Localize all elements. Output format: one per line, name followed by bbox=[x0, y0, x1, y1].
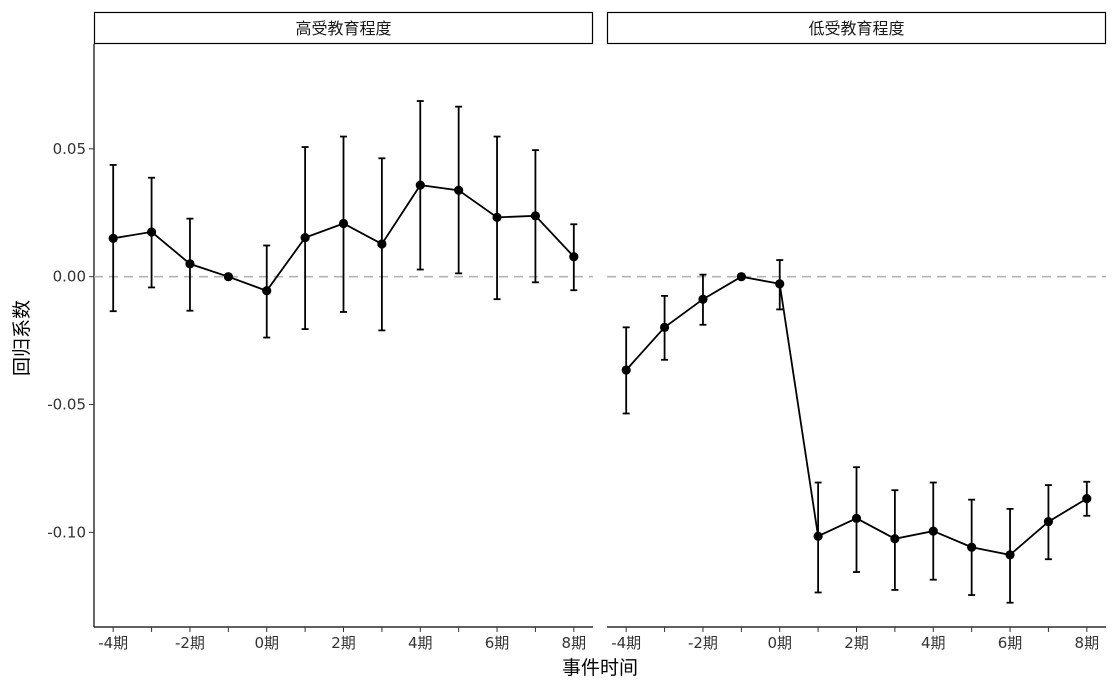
x-tick-label: 0期 bbox=[254, 634, 279, 652]
estimate-point bbox=[1043, 517, 1054, 527]
x-tick-label: -2期 bbox=[175, 634, 205, 652]
x-tick-label: 4期 bbox=[921, 634, 946, 652]
estimate-point bbox=[928, 526, 938, 536]
estimate-point bbox=[377, 239, 387, 249]
facet-strip bbox=[93, 11, 594, 45]
estimate-point bbox=[108, 233, 118, 243]
estimate-point bbox=[415, 180, 425, 190]
facet-strip-label: 低受教育程度 bbox=[808, 19, 904, 38]
estimate-point bbox=[890, 534, 900, 544]
estimate-point bbox=[1005, 550, 1015, 560]
estimate-point bbox=[223, 272, 233, 282]
estimate-point bbox=[146, 227, 157, 237]
x-tick-label: -4期 bbox=[611, 634, 641, 652]
y-axis-title: 回归系数 bbox=[11, 300, 33, 376]
x-tick-label: 2期 bbox=[844, 634, 869, 652]
estimate-point bbox=[698, 294, 708, 304]
x-tick-label: -4期 bbox=[98, 634, 128, 652]
y-tick-label: -0.05 bbox=[47, 396, 86, 414]
estimate-point bbox=[1082, 494, 1092, 504]
x-tick-label: 2期 bbox=[331, 634, 356, 652]
x-tick-label: 6期 bbox=[998, 634, 1023, 652]
estimate-point bbox=[621, 365, 631, 375]
estimate-point bbox=[338, 218, 349, 229]
x-tick-label: 0期 bbox=[767, 634, 792, 652]
x-axis-title: 事件时间 bbox=[562, 657, 638, 679]
facet-panel: 高受教育程度 0.05 0.00 -0.05 -0.10 -4期 -2期 0期 2期 4期 6期 8期 bbox=[47, 11, 594, 652]
estimate-point bbox=[967, 542, 977, 552]
estimate-point bbox=[659, 322, 670, 332]
x-tick-label: 8期 bbox=[562, 634, 587, 652]
estimate-point bbox=[775, 279, 785, 289]
x-tick-label: 6期 bbox=[485, 634, 510, 652]
estimate-point bbox=[185, 259, 195, 269]
estimate-point bbox=[262, 286, 272, 296]
facet-strip-label: 高受教育程度 bbox=[295, 19, 391, 38]
estimate-point bbox=[300, 232, 310, 243]
facet-strip bbox=[606, 11, 1107, 45]
x-tick-label: 4期 bbox=[408, 634, 433, 652]
y-tick-label: 0.00 bbox=[53, 268, 86, 286]
estimate-point bbox=[736, 272, 746, 282]
estimate-point bbox=[569, 252, 579, 262]
y-tick-label: 0.05 bbox=[53, 140, 86, 158]
x-tick-label: 8期 bbox=[1075, 634, 1100, 652]
estimate-point bbox=[813, 531, 823, 541]
estimate-point bbox=[530, 211, 541, 221]
x-tick-label: -2期 bbox=[688, 634, 718, 652]
estimate-point bbox=[851, 513, 862, 523]
estimate-point bbox=[492, 212, 502, 222]
estimate-point bbox=[454, 185, 464, 195]
facet-panel: 低受教育程度 -4期 -2期 0期 2期 4期 6期 8期 bbox=[606, 11, 1107, 652]
y-tick-label: -0.10 bbox=[47, 523, 86, 541]
